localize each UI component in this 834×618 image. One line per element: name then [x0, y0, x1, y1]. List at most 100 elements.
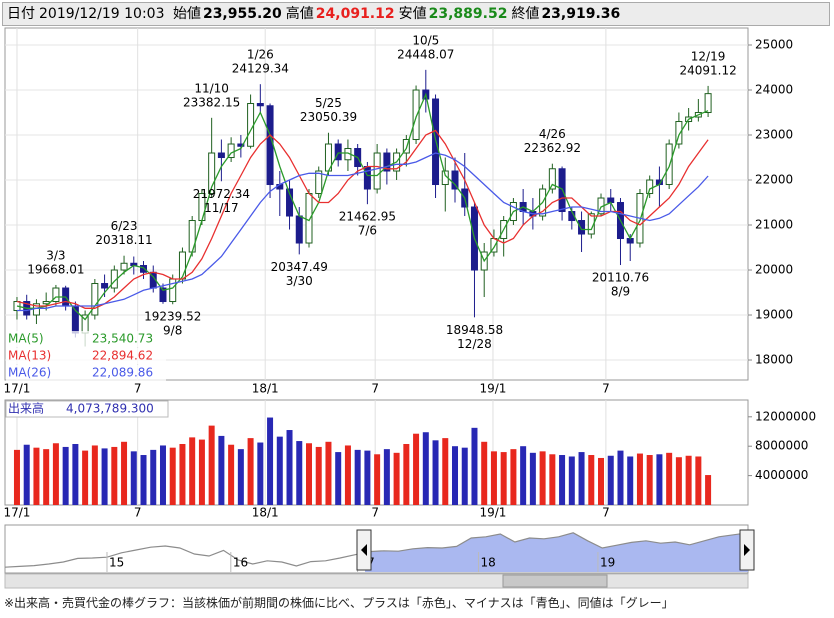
volume-bar — [636, 453, 643, 505]
volume-bar — [520, 446, 527, 505]
volume-bar — [354, 449, 361, 505]
legend-box — [6, 365, 166, 381]
y-tick-label: 25000 — [755, 38, 793, 52]
candle-body — [315, 170, 323, 195]
candle-body — [578, 220, 586, 235]
volume-bar — [452, 446, 459, 505]
annotation-date: 8/9 — [611, 285, 630, 299]
volume-bar — [23, 444, 30, 505]
candle-body — [159, 287, 167, 303]
volume-bar — [247, 438, 254, 505]
candle-body — [120, 262, 128, 271]
legend-box — [6, 331, 166, 347]
annotation-date: 10/5 — [412, 33, 439, 47]
annotation-date: 11/17 — [204, 201, 239, 215]
annotation-value: 19239.52 — [144, 310, 201, 324]
volume-bar — [675, 457, 682, 505]
volume-bar — [607, 455, 614, 505]
navigator-label: 15 — [109, 556, 124, 570]
annotation-value: 21462.95 — [339, 210, 396, 224]
volume-bar — [159, 445, 166, 505]
volume-bar — [286, 430, 293, 505]
volume-bar — [198, 439, 205, 505]
volume-bar — [539, 451, 546, 505]
header-bar: 日付 2019/12/19 10:03 始値 23,955.20 高値 24,091.1… — [2, 2, 830, 26]
candle-body — [91, 283, 99, 316]
volume-bar — [140, 455, 147, 505]
volume-bar — [121, 441, 128, 505]
volume-bar — [646, 455, 653, 505]
volume-bar — [432, 440, 439, 505]
candle-body — [208, 152, 216, 195]
y-tick-label: 21000 — [755, 218, 793, 232]
volume-bar — [111, 446, 118, 505]
volume-bar — [588, 455, 595, 505]
volume-bar — [267, 417, 274, 505]
volume-bar — [500, 452, 507, 505]
volume-bar — [325, 441, 332, 505]
candle-body — [412, 89, 420, 141]
navigator-line — [4, 532, 749, 568]
candle-body — [52, 287, 60, 303]
annotation-date: 3/30 — [286, 274, 313, 288]
y-tick-label: 12000000 — [755, 409, 816, 423]
volume-bar — [383, 449, 390, 505]
annotation-value: 24091.12 — [679, 63, 736, 77]
volume-bar — [510, 449, 517, 505]
candle-body — [295, 215, 303, 244]
volume-bar — [627, 456, 634, 505]
x-tick-label: 7 — [602, 506, 610, 520]
legend-name: MA(13) — [8, 349, 51, 363]
volume-bar — [189, 437, 196, 505]
volume-bar — [169, 447, 176, 505]
volume-bar — [529, 452, 536, 505]
x-tick-label: 17/1 — [3, 506, 30, 520]
scrollbar[interactable] — [4, 573, 749, 589]
legend-value: 22,894.62 — [92, 349, 153, 363]
volume-bar — [52, 443, 59, 505]
navigator-label: 16 — [233, 556, 248, 570]
candle-body — [548, 168, 556, 190]
volume-bar — [335, 452, 342, 505]
volume-bar — [461, 447, 468, 505]
annotation-date: 11/10 — [194, 81, 229, 95]
candle-body — [665, 143, 673, 186]
annotation-date: 7/6 — [358, 224, 377, 238]
annotation-date: 4/26 — [539, 127, 566, 141]
header-value: 23,919.36 — [541, 6, 621, 22]
volume-bar — [559, 455, 566, 505]
annotation-date: 5/25 — [315, 96, 342, 110]
handle-arrow — [361, 544, 367, 556]
annotation-value: 18948.58 — [446, 323, 503, 337]
volume-bar — [549, 454, 556, 505]
annotation-date: 12/19 — [691, 49, 726, 63]
candle-body — [178, 251, 186, 280]
volume-bar — [490, 451, 497, 505]
y-tick-label: 23000 — [755, 128, 793, 142]
volume-bar — [62, 446, 69, 505]
x-tick-label: 18/1 — [252, 382, 279, 396]
volume-bar — [705, 475, 712, 505]
annotation-value: 20110.76 — [592, 271, 649, 285]
annotation-date: 9/8 — [163, 324, 182, 338]
volume-bar — [33, 447, 40, 505]
volume-bar — [568, 456, 575, 505]
volume-title: 出来高 — [8, 401, 44, 416]
candle-body — [140, 265, 148, 273]
header-value: 24,091.12 — [315, 6, 395, 22]
navigator-area — [365, 532, 748, 572]
header-value: 23,955.20 — [202, 6, 282, 22]
annotation-date: 3/3 — [46, 248, 65, 262]
scroll-thumb[interactable] — [502, 574, 608, 588]
ma-line — [16, 92, 709, 321]
navigator-label: 18 — [480, 556, 495, 570]
annotation-date: 6/23 — [111, 219, 138, 233]
volume-bar — [598, 457, 605, 505]
candle-body — [286, 188, 294, 217]
volume-bar — [685, 455, 692, 505]
x-tick-label: 19/1 — [479, 506, 506, 520]
volume-bar — [130, 451, 137, 505]
candle-body — [675, 121, 683, 145]
volume-bar — [413, 433, 420, 505]
